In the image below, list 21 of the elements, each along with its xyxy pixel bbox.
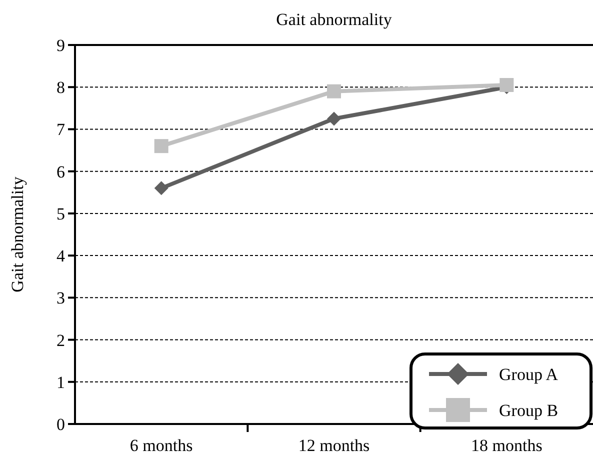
point — [154, 139, 168, 154]
x-tick-label: 6 months — [130, 436, 193, 455]
x-tick-label: 18 months — [471, 436, 542, 455]
chart-title: Gait abnormality — [276, 10, 392, 29]
point — [327, 84, 341, 98]
y-tick-label: 6 — [56, 162, 65, 182]
point — [327, 112, 341, 126]
y-axis-title: Gait abnormality — [8, 176, 27, 292]
y-tick-label: 8 — [56, 78, 65, 98]
y-tick-label: 2 — [56, 330, 65, 350]
y-tick-label: 5 — [56, 204, 65, 224]
point — [154, 181, 168, 196]
y-tick-label: 9 — [56, 36, 65, 55]
legend-label: Group B — [499, 401, 558, 420]
y-tick-label: 3 — [56, 288, 65, 308]
y-tick-label: 0 — [56, 415, 65, 434]
x-tick-label: 12 months — [298, 436, 370, 455]
legend-label: Group A — [499, 365, 559, 384]
y-tick-label: 1 — [56, 372, 65, 392]
y-tick-label: 7 — [56, 120, 66, 140]
y-tick-label: 4 — [56, 246, 66, 266]
